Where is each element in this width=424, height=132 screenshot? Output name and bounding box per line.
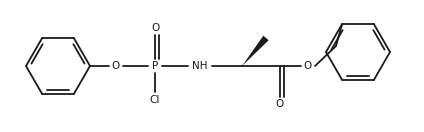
Text: Cl: Cl: [150, 95, 160, 105]
Text: P: P: [152, 61, 158, 71]
Text: NH: NH: [192, 61, 208, 71]
Text: O: O: [276, 99, 284, 109]
Polygon shape: [242, 36, 269, 66]
Text: O: O: [304, 61, 312, 71]
Text: O: O: [151, 23, 159, 33]
Text: O: O: [112, 61, 120, 71]
